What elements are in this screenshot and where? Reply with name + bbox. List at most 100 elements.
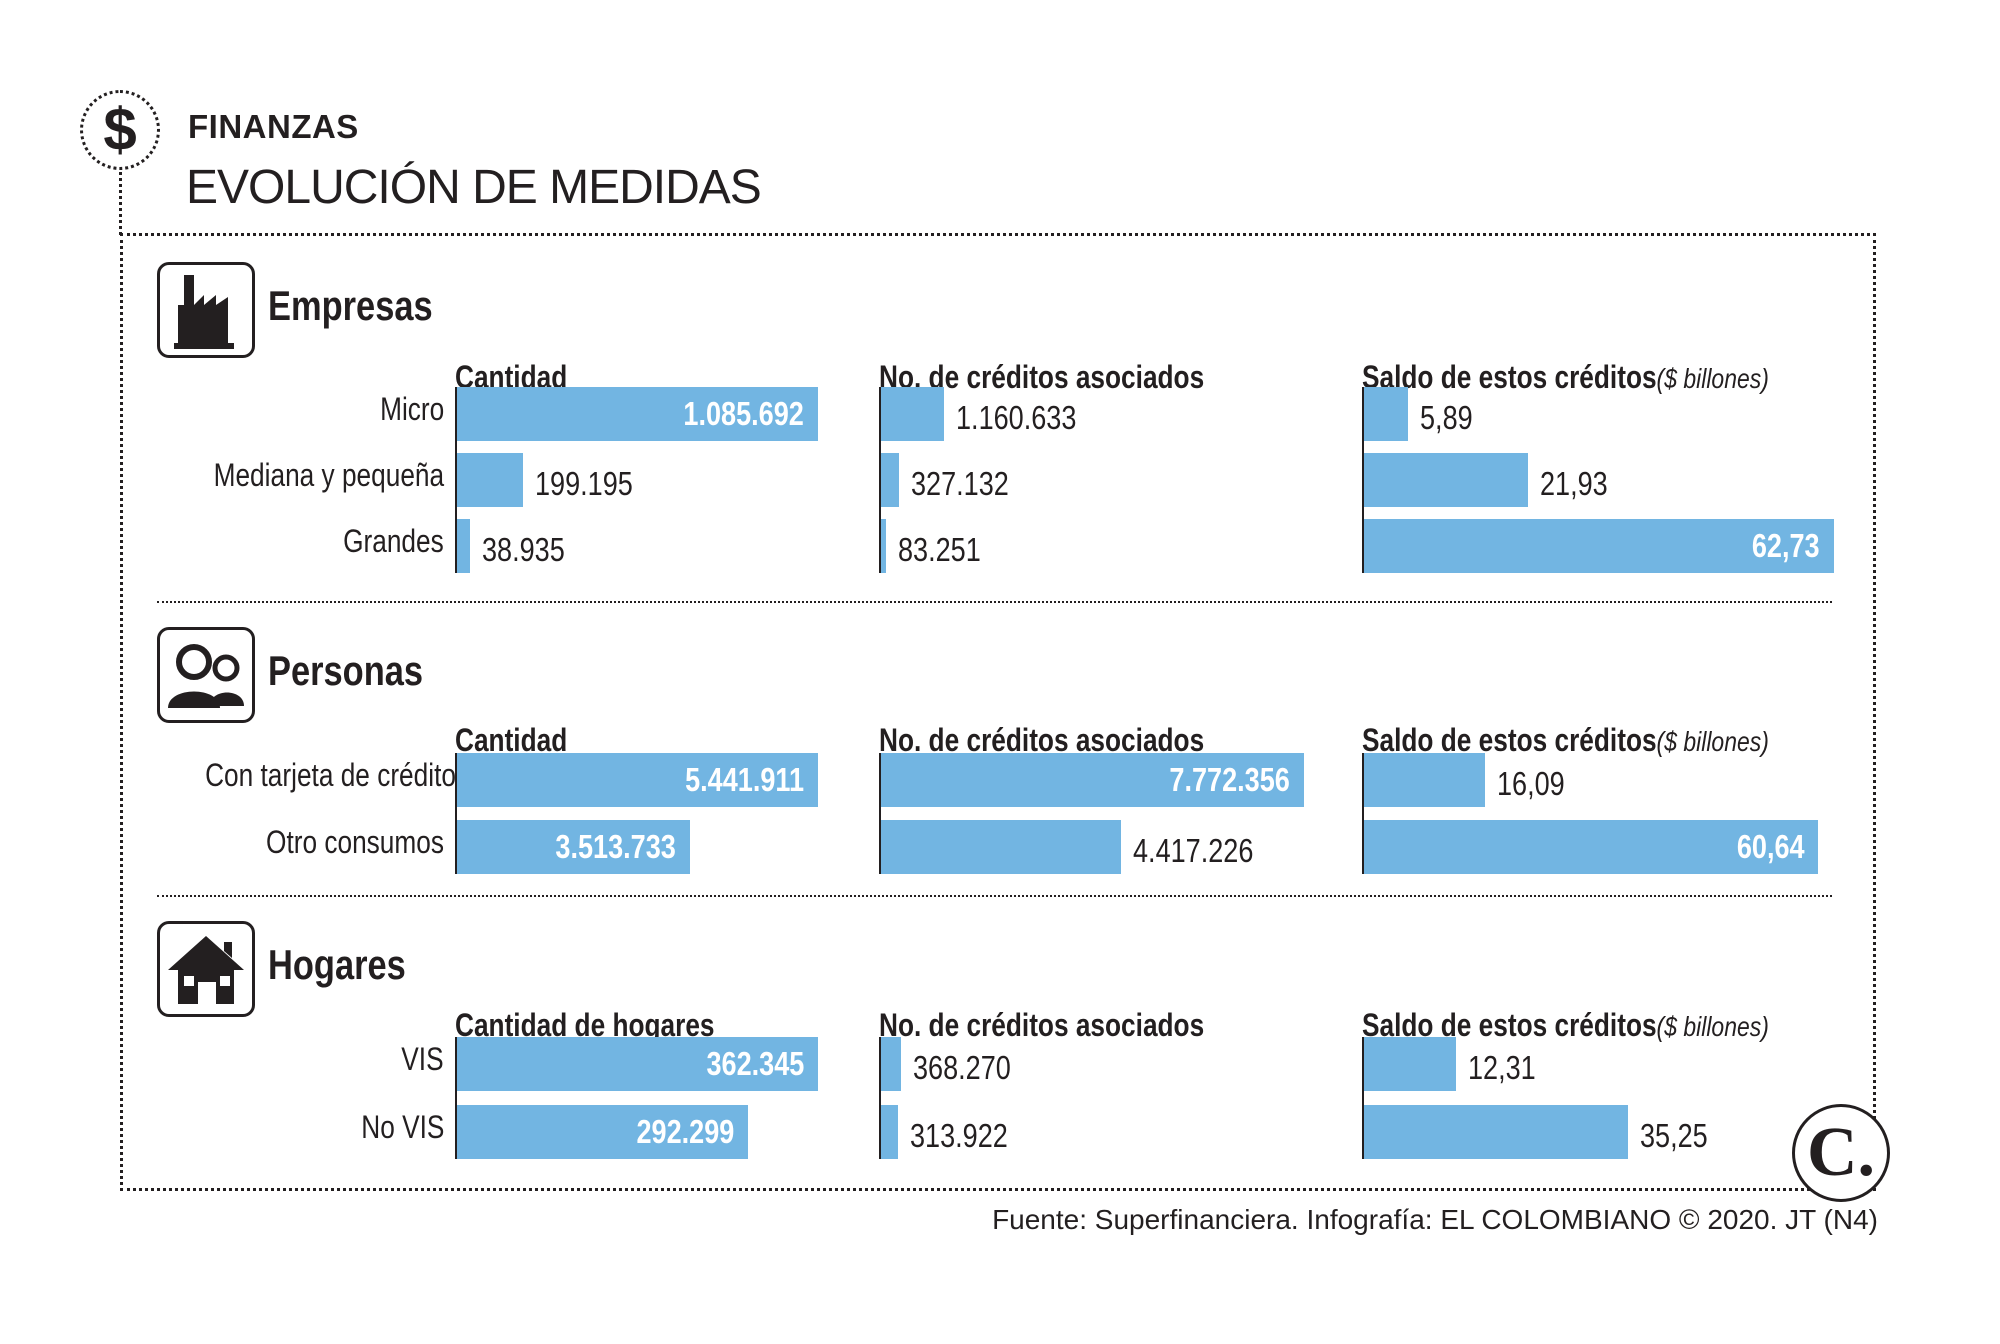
row-label: VIS — [401, 1041, 444, 1077]
row-label: Otro consumos — [266, 824, 444, 860]
bar-value: 1.085.692 — [683, 395, 804, 432]
bar-value: 368.270 — [913, 1049, 1011, 1086]
bar — [881, 1037, 902, 1091]
bar-value: 5,89 — [1420, 399, 1473, 436]
bar — [457, 1105, 749, 1159]
bar-value: 199.195 — [535, 465, 634, 502]
bar-value: 362.345 — [706, 1045, 804, 1082]
factory-icon — [157, 262, 255, 358]
column-unit: ($ billones) — [1656, 726, 1769, 757]
column-header-text: No. de créditos asociados — [879, 1007, 1204, 1044]
column-header: Saldo de estos créditos($ billones) — [1362, 722, 1858, 759]
column-header: No. de créditos asociados — [879, 722, 1276, 759]
column-header: Cantidad — [455, 722, 592, 759]
bar — [457, 1037, 818, 1091]
bar-value-wrap: 3.513.733 — [457, 820, 676, 874]
section-title-text: Empresas — [268, 282, 433, 329]
logo-text: C. — [1806, 1114, 1876, 1191]
bar-value: 292.299 — [636, 1113, 735, 1150]
bar-value-wrap: 21,93 — [1540, 457, 1623, 511]
bar-value-wrap: 7.772.356 — [881, 753, 1290, 807]
bar-value-wrap: 38.935 — [482, 523, 583, 577]
infographic-frame — [120, 233, 1876, 1191]
axis-line — [1362, 753, 1364, 874]
column-header-text: Saldo de estos créditos($ billones) — [1362, 722, 1769, 759]
column-header-label: Saldo de estos créditos — [1362, 359, 1657, 395]
bar-value: 4.417.226 — [1133, 832, 1254, 869]
column-header-text: Cantidad — [455, 722, 567, 759]
bar-value-wrap: 313.922 — [910, 1109, 1029, 1163]
row-label-wrap: Otro consumos — [150, 824, 444, 861]
bar-value: 21,93 — [1540, 465, 1609, 502]
bar-value-wrap: 5,89 — [1420, 391, 1484, 445]
bar-value: 38.935 — [481, 531, 565, 568]
row-label-wrap: VIS — [150, 1041, 444, 1078]
bar-value-wrap: 12,31 — [1468, 1041, 1551, 1095]
people-icon — [157, 627, 255, 723]
axis-line — [1362, 1037, 1364, 1159]
column-header: Saldo de estos créditos($ billones) — [1362, 1007, 1858, 1044]
column-header-label: No. de créditos asociados — [879, 1007, 1205, 1043]
column-header-label: No. de créditos asociados — [879, 722, 1205, 758]
section-divider — [157, 895, 1832, 897]
bar-value: 60,64 — [1736, 828, 1805, 865]
bar-value-wrap: 5.441.911 — [457, 753, 804, 807]
bar-value: 12,31 — [1468, 1049, 1536, 1086]
bar-value: 313.922 — [910, 1117, 1008, 1154]
row-label: No VIS — [360, 1109, 444, 1145]
column-unit: ($ billones) — [1656, 1011, 1769, 1042]
bar — [881, 820, 1122, 874]
bar — [881, 753, 1304, 807]
bar-value: 16,09 — [1496, 765, 1565, 802]
axis-line — [455, 387, 457, 573]
bar-value: 327.132 — [910, 465, 1009, 502]
bar — [1364, 1105, 1629, 1159]
section-title: Empresas — [268, 282, 469, 330]
bar-value-wrap: 1.085.692 — [457, 387, 804, 441]
section-divider — [157, 601, 1832, 603]
column-header-label: Saldo de estos créditos — [1362, 722, 1657, 758]
row-label-wrap: No VIS — [150, 1109, 444, 1146]
bar — [1364, 453, 1529, 507]
axis-line — [455, 1037, 457, 1159]
row-label-wrap: Grandes — [150, 523, 444, 560]
column-header-label: Cantidad — [455, 722, 568, 758]
page-title: EVOLUCIÓN DE MEDIDAS — [186, 161, 762, 214]
row-label: Grandes — [343, 523, 444, 559]
row-label: Con tarjeta de crédito — [205, 757, 456, 793]
bar — [457, 387, 818, 441]
bar-value-wrap: 292.299 — [457, 1105, 734, 1159]
bar — [1364, 519, 1834, 573]
bar — [457, 519, 470, 573]
bar-value-wrap: 327.132 — [911, 457, 1030, 511]
section-title: Hogares — [268, 941, 436, 989]
row-label-wrap: Micro — [150, 391, 444, 428]
source-credit: Fuente: Superfinanciera. Infografía: EL … — [992, 1204, 1878, 1235]
bar — [881, 387, 945, 441]
bar-value: 83.251 — [897, 531, 981, 568]
axis-line — [879, 1037, 881, 1159]
bar-value-wrap: 362.345 — [457, 1037, 804, 1091]
column-header-text: Saldo de estos créditos($ billones) — [1362, 359, 1769, 396]
bar-value: 1.160.633 — [956, 399, 1077, 436]
bar-value: 62,73 — [1752, 527, 1820, 564]
bar-value: 3.513.733 — [555, 828, 677, 865]
bar-value: 5.441.911 — [685, 761, 804, 798]
row-label: Mediana y pequeña — [213, 457, 444, 493]
bar-value-wrap: 199.195 — [535, 457, 654, 511]
section-title: Personas — [268, 647, 457, 695]
house-icon — [157, 921, 255, 1017]
bar — [457, 753, 818, 807]
bar — [1364, 820, 1819, 874]
row-label: Micro — [379, 391, 444, 427]
bar-value-wrap: 368.270 — [913, 1041, 1032, 1095]
el-colombiano-logo: C. — [1792, 1104, 1890, 1202]
row-label-wrap: Mediana y pequeña — [150, 457, 444, 494]
bar-value-wrap: 83.251 — [898, 523, 999, 577]
bar — [457, 453, 524, 507]
bar-value: 35,25 — [1640, 1117, 1708, 1154]
frame-connector — [119, 167, 122, 235]
row-label-wrap: Con tarjeta de crédito — [150, 757, 456, 794]
bar-value-wrap: 16,09 — [1497, 757, 1580, 811]
column-unit: ($ billones) — [1656, 363, 1769, 394]
